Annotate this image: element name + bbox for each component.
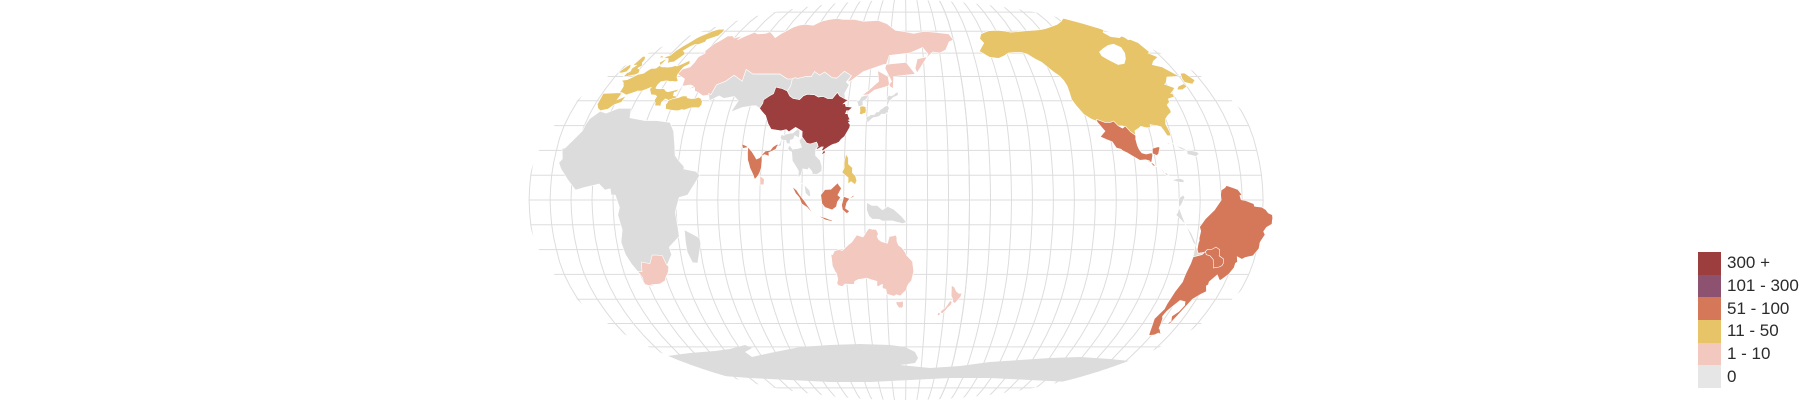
SouthKorea <box>859 106 866 115</box>
